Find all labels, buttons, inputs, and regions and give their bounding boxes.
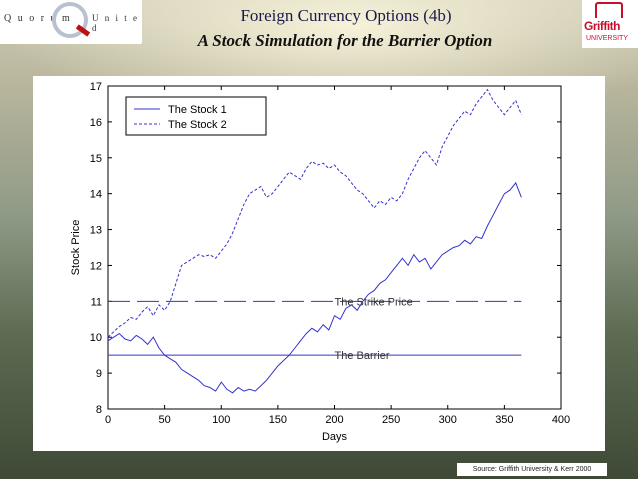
griffith-crest-icon — [595, 2, 623, 18]
source-note: Source: Griffith University & Kerr 2000 — [457, 463, 607, 476]
x-axis-label: Days — [322, 431, 348, 443]
y-tick-label: 8 — [96, 404, 102, 416]
x-tick-label: 350 — [495, 414, 513, 426]
quorum-united-logo: Q u o r u m U n i t e d — [0, 0, 142, 44]
x-tick-label: 400 — [552, 414, 570, 426]
y-axis-label: Stock Price — [70, 220, 82, 276]
griffith-logo: Griffith UNIVERSITY — [582, 0, 638, 48]
y-tick-label: 12 — [90, 260, 102, 272]
legend-label: The Stock 1 — [168, 104, 227, 116]
series-stock-1-line — [107, 181, 522, 394]
y-tick-label: 15 — [90, 153, 102, 165]
y-tick-label: 16 — [90, 117, 102, 129]
x-tick-label: 200 — [325, 414, 343, 426]
barrier-label: The Barrier — [335, 350, 390, 362]
x-tick-label: 300 — [439, 414, 457, 426]
logo-word-left: Q u o r u m — [4, 13, 72, 24]
x-tick-label: 0 — [105, 414, 111, 426]
y-tick-label: 17 — [90, 81, 102, 93]
strike-price-label: The Strike Price — [335, 296, 413, 308]
page-subtitle: A Stock Simulation for the Barrier Optio… — [197, 31, 493, 50]
griffith-name: Griffith — [584, 19, 621, 33]
y-tick-label: 14 — [90, 189, 102, 201]
x-tick-label: 100 — [212, 414, 230, 426]
page-title: Foreign Currency Options (4b) — [240, 6, 452, 25]
stock-chart: 0 50 100 150 200 250 300 350 400 8 9 10 11 12 13 14 15 16… — [70, 81, 570, 443]
legend-label: The Stock 2 — [168, 119, 227, 131]
y-tick-label: 13 — [90, 225, 102, 237]
y-tick-label: 10 — [90, 332, 102, 344]
x-tick-label: 50 — [159, 414, 171, 426]
griffith-sub: UNIVERSITY — [586, 35, 629, 42]
y-tick-label: 9 — [96, 368, 102, 380]
logo-q-mark — [52, 2, 88, 38]
x-tick-label: 150 — [269, 414, 287, 426]
x-tick-label: 250 — [382, 414, 400, 426]
series-stock-2-line — [107, 88, 522, 338]
logo-word-right: U n i t e d — [92, 13, 139, 33]
legend-box — [125, 96, 267, 136]
y-tick-label: 11 — [91, 296, 102, 308]
